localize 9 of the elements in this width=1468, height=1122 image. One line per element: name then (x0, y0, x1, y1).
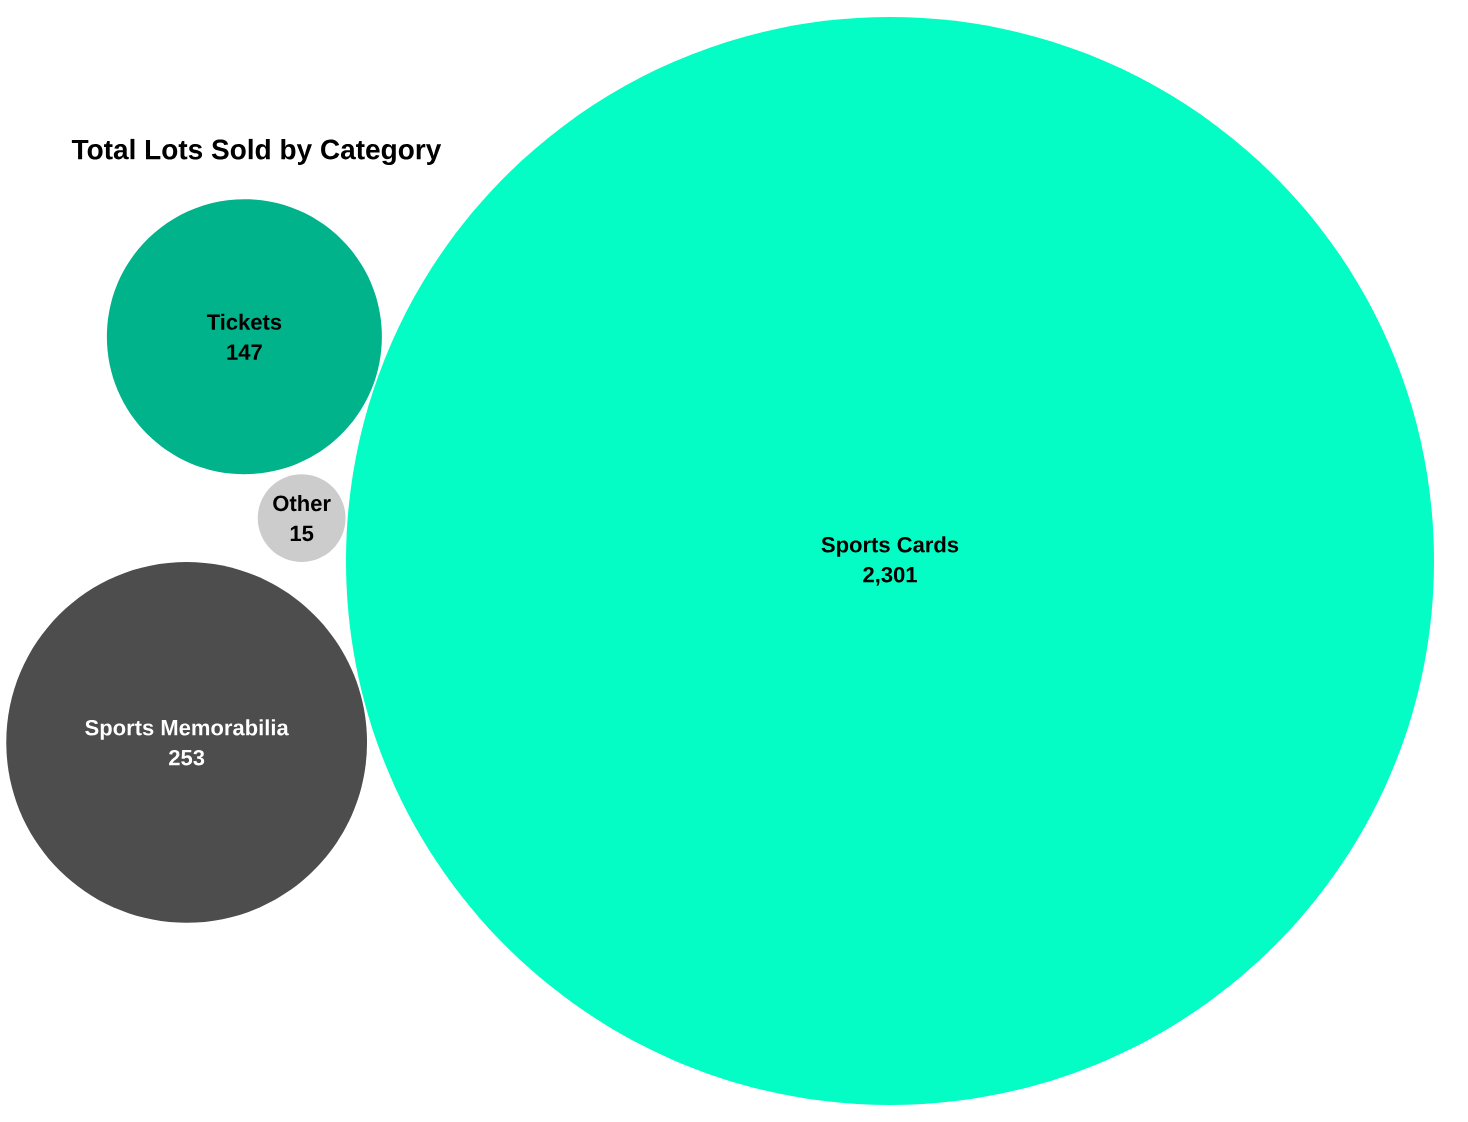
data-label: 15 (290, 525, 314, 542)
category-label: Sports Cards (821, 536, 959, 557)
data-label: 253 (169, 749, 205, 766)
data-label: 147 (227, 344, 262, 360)
category-label: Sports Memorabilia (85, 719, 289, 740)
category-label: Other (273, 495, 331, 512)
data-label: 2,301 (863, 566, 917, 586)
text: Total Lots Sold by Category (71, 138, 442, 166)
category-label: Tickets (206, 313, 282, 330)
